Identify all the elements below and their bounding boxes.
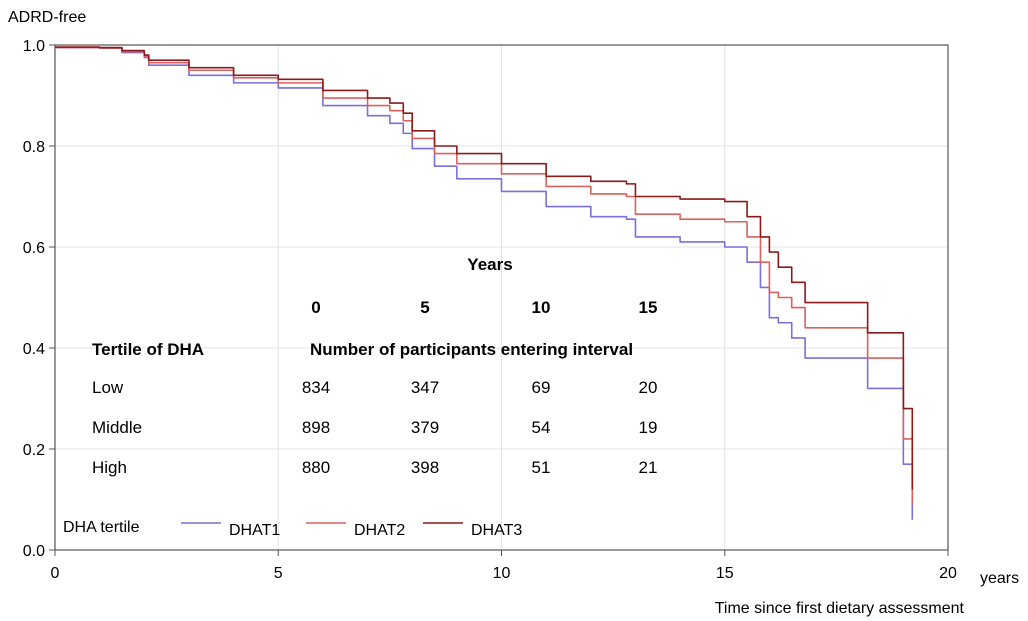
risk-table-cell: 69 [532,378,551,397]
risk-table-cell: 347 [411,378,439,397]
risk-table-row-label: Middle [92,418,142,437]
risk-table-rows: Low 834 347 69 20 Middle 898 379 54 19 High 880 398 5… [92,378,657,477]
risk-table-cell: 898 [302,418,330,437]
risk-table-cell: 19 [639,418,658,437]
risk-table-cell: 379 [411,418,439,437]
risk-table-time-point: 15 [639,298,658,317]
series-line-dhat2 [55,46,914,505]
risk-table-cell: 54 [532,418,551,437]
risk-table-time-points: 0 5 10 15 [311,298,657,317]
risk-table-cell: 834 [302,378,330,397]
risk-table: Years 0 5 10 15 Tertile of DHA Number of pa… [92,255,657,477]
y-tick-label: 0.4 [23,341,45,358]
risk-table-row-label: Low [92,378,124,397]
x-axis-unit: years [980,570,1019,587]
x-tick-label: 0 [51,565,60,582]
legend-title: DHA tertile [63,519,140,536]
y-tick-label: 0.0 [23,543,45,560]
legend-items: DHAT1 DHAT2 DHAT3 [181,522,522,539]
y-axis-ticks: 0.0 0.2 0.4 0.6 0.8 1.0 [23,38,55,560]
x-tick-label: 10 [493,565,511,582]
risk-table-cell: 20 [639,378,658,397]
y-tick-label: 0.2 [23,442,45,459]
risk-table-row-header: Tertile of DHA [92,340,204,359]
risk-table-cell: 21 [639,458,658,477]
series-line-dhat1 [55,46,914,520]
x-tick-label: 20 [939,565,957,582]
risk-table-cell: 51 [532,458,551,477]
x-tick-label: 15 [716,565,734,582]
y-tick-label: 0.8 [23,139,45,156]
x-axis-ticks: 0 5 10 15 20 [51,550,957,582]
risk-table-time-point: 0 [311,298,320,317]
legend: DHA tertile DHAT1 DHAT2 DHAT3 [63,519,522,539]
y-tick-label: 1.0 [23,38,45,55]
legend-label-dhat3: DHAT3 [471,522,522,539]
y-axis-label: ADRD-free [8,9,86,26]
risk-table-cell: 880 [302,458,330,477]
series-lines [55,46,914,520]
series-line-dhat3 [55,46,914,490]
risk-table-cell: 398 [411,458,439,477]
grid [54,44,949,551]
legend-label-dhat2: DHAT2 [354,522,405,539]
risk-table-title: Years [467,255,512,274]
risk-table-time-point: 10 [532,298,551,317]
risk-table-col-header: Number of participants entering interval [310,340,633,359]
y-tick-label: 0.6 [23,240,45,257]
legend-label-dhat1: DHAT1 [229,522,280,539]
risk-table-row-label: High [92,458,127,477]
x-axis-label: Time since first dietary assessment [715,600,965,617]
x-tick-label: 5 [274,565,283,582]
risk-table-time-point: 5 [420,298,429,317]
